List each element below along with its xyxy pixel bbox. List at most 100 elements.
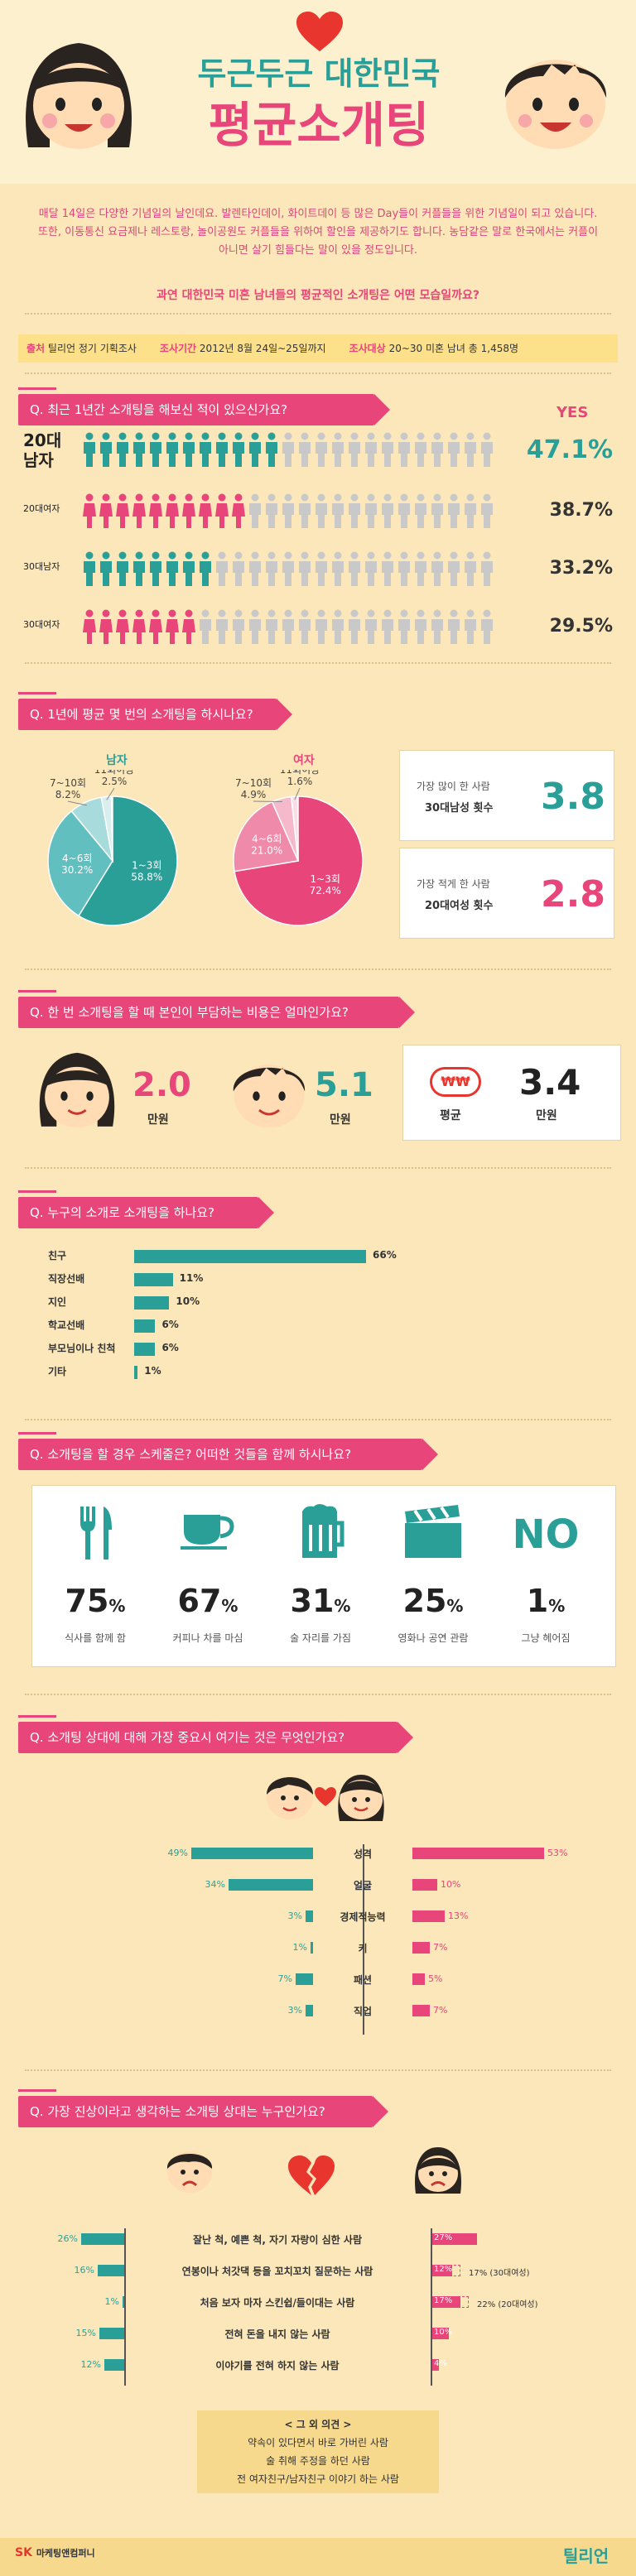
person-icon: [100, 432, 112, 467]
schedule-pct: 75%: [50, 1583, 141, 1619]
q4-bar-value: 6%: [161, 1342, 179, 1353]
person-body: [249, 619, 261, 644]
source-bar: 출처 틸리언 정기 기획조사 조사기간 2012년 8월 24일~25일까지 조…: [18, 334, 618, 363]
person-icon: [266, 493, 277, 528]
person-head: [383, 432, 392, 440]
most-line2: 30대남성 횟수: [425, 802, 494, 815]
person-icon: [116, 493, 129, 528]
other-opinion: 전 여자친구/남자친구 이야기 하는 사람: [237, 2473, 399, 2485]
person-icon: [365, 609, 377, 644]
q4-bar-label: 부모님이나 친척: [48, 1343, 116, 1354]
person-head: [152, 551, 160, 560]
person-body: [200, 619, 211, 644]
person-head: [483, 551, 491, 560]
q6-male-bar: [296, 1973, 313, 1985]
person-icon: [431, 609, 443, 644]
person-head: [367, 609, 375, 618]
person-head: [433, 493, 441, 502]
person-icon: [465, 493, 476, 528]
schedule-pct: 31%: [275, 1583, 366, 1619]
person-body: [266, 503, 277, 528]
pie-slice-name: 11회이상: [94, 770, 134, 776]
person-body: [149, 503, 162, 528]
q4-bar-label: 지인: [48, 1296, 67, 1308]
person-icon: [365, 493, 377, 528]
target-label: 조사대상: [349, 343, 386, 354]
period-value: 2012년 8월 24일~25일까지: [199, 343, 326, 354]
person-body: [132, 619, 146, 644]
pie-slice-pct: 30.2%: [61, 864, 93, 876]
other-opinion: 술 취해 주정을 하던 사람: [266, 2455, 370, 2467]
person-head: [400, 432, 408, 440]
pie-slice-name: 1~3회: [311, 873, 340, 885]
person-head: [201, 432, 210, 440]
person-head: [168, 551, 176, 560]
person-body: [365, 619, 377, 644]
schedule-label: 영화나 공연 관람: [398, 1632, 469, 1644]
person-body: [382, 561, 393, 586]
q1-row-pct: 33.2%: [549, 558, 613, 579]
person-head: [234, 609, 243, 618]
person-icon: [182, 493, 195, 528]
person-body: [398, 503, 410, 528]
person-head: [417, 551, 425, 560]
q6-row-label: 얼굴: [353, 1880, 373, 1891]
avg-label: 평균: [440, 1109, 461, 1122]
person-head: [267, 432, 276, 440]
person-icon: [448, 609, 460, 644]
person-icon: [332, 551, 344, 586]
least-line2: 20대여성 횟수: [425, 900, 494, 912]
person-icon: [349, 551, 360, 586]
person-head: [400, 609, 408, 618]
q6-row-label: 경제적능력: [340, 1911, 386, 1923]
person-icon: [249, 551, 261, 586]
tillion-logo[interactable]: 틸리언: [563, 2546, 610, 2566]
schedule-pct-sign: %: [108, 1596, 126, 1616]
person-head: [483, 493, 491, 502]
person-body: [382, 619, 393, 644]
q7-title: Q. 가장 진상이라고 생각하는 소개팅 상대는 누구인가요?: [18, 2096, 388, 2127]
person-head: [267, 551, 276, 560]
schedule-pct-sign: %: [334, 1596, 351, 1616]
person-body: [215, 503, 229, 528]
female-cost-unit: 만원: [147, 1113, 169, 1127]
q6-row-label: 키: [358, 1943, 368, 1954]
q6-female-bar: [412, 2005, 430, 2016]
q7-female-bar: [432, 2233, 477, 2245]
q6-male-bar: [306, 1910, 313, 1922]
person-head: [201, 493, 210, 502]
q7-row-label: 전혀 돈을 내지 않는 사람: [224, 2328, 330, 2340]
person-icon: [282, 551, 294, 586]
person-icon: [481, 609, 493, 644]
girl-face-icon: [26, 43, 132, 149]
person-head: [201, 609, 210, 618]
person-head: [433, 609, 441, 618]
avg-cost-card: ₩₩ 평균 3.4 만원: [402, 1045, 621, 1141]
source-value: 틸리언 정기 기획조사: [47, 343, 137, 354]
person-icon: [232, 493, 245, 528]
person-icon: [199, 493, 212, 528]
couple-icon: [267, 1775, 384, 1821]
other-opinions-box: < 그 외 의견 > 약속이 있다면서 바로 가버린 사람 술 취해 주정을 하…: [197, 2410, 439, 2493]
person-icon: [282, 609, 294, 644]
person-head: [301, 493, 309, 502]
person-head: [185, 432, 193, 440]
person-head: [417, 493, 425, 502]
q6-male-pct: 34%: [205, 1879, 225, 1890]
footer: [0, 2538, 636, 2576]
person-head: [102, 493, 110, 502]
q7-female-bar: [432, 2265, 452, 2276]
person-icon: [200, 432, 211, 467]
q7-female-bar: [432, 2328, 449, 2339]
person-icon: [249, 609, 261, 644]
person-head: [168, 609, 176, 618]
person-body: [200, 561, 211, 586]
q6-female-bar: [412, 1879, 437, 1891]
person-icon: [398, 432, 410, 467]
person-head: [433, 432, 441, 440]
person-icon: [415, 432, 426, 467]
person-head: [168, 493, 176, 502]
person-icon: [316, 551, 327, 586]
won-icon: ₩₩: [430, 1067, 481, 1097]
person-body: [266, 561, 277, 586]
